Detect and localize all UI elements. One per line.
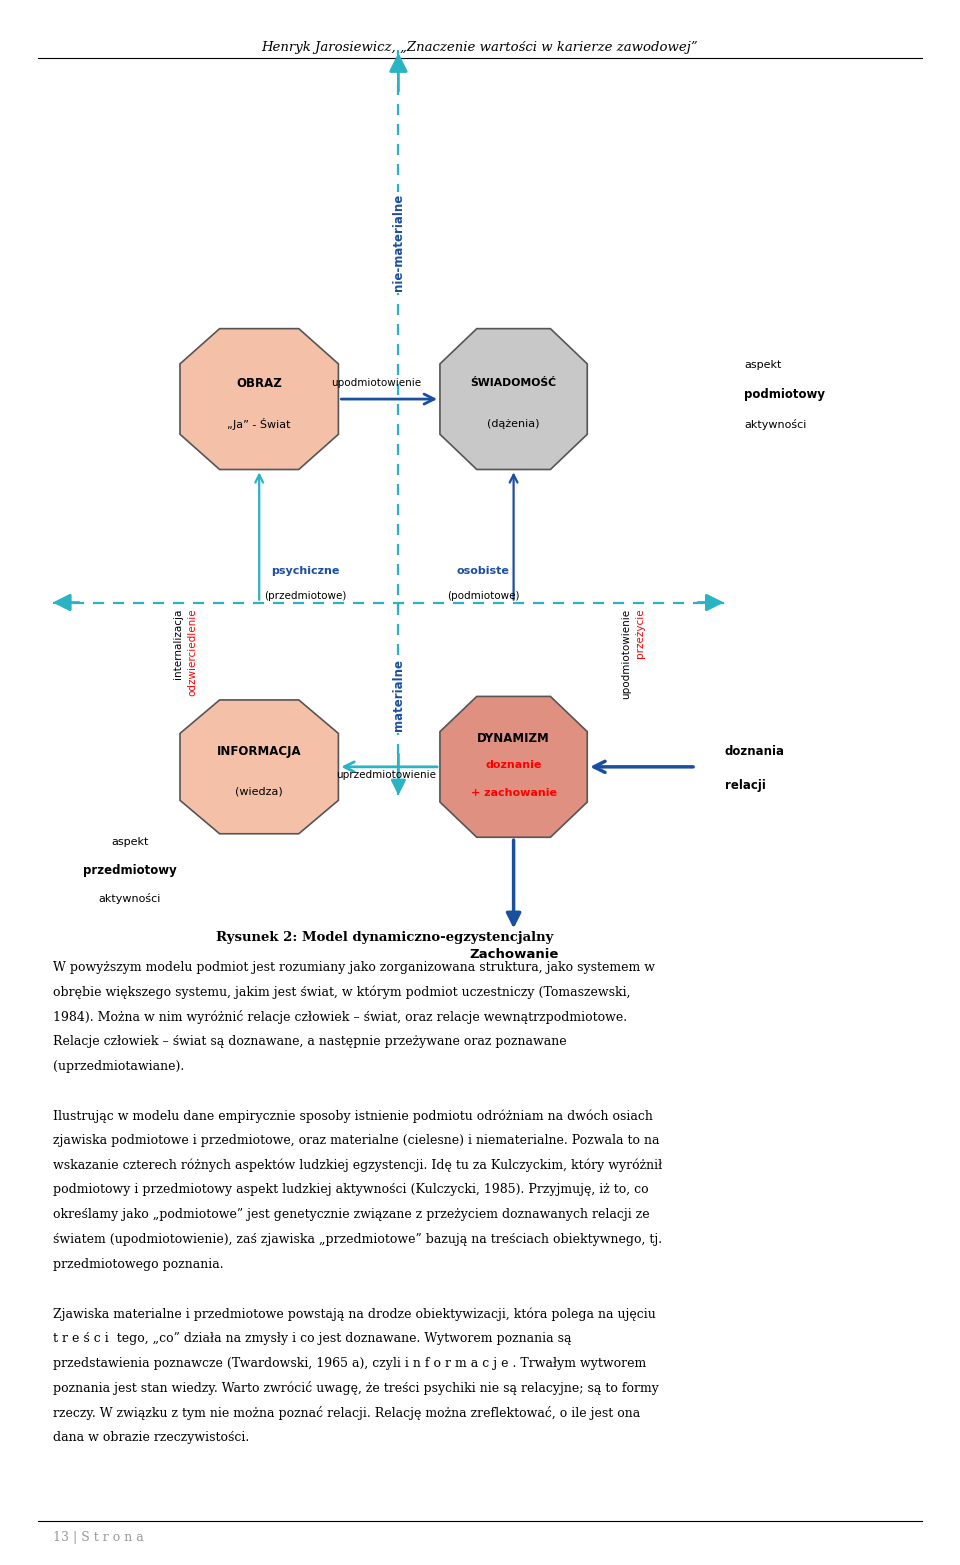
Text: uprzedmiotowienie: uprzedmiotowienie	[336, 770, 437, 779]
Polygon shape	[180, 329, 339, 470]
Text: zjawiska podmiotowe i przedmiotowe, oraz materialne (cielesne) i niematerialne. : zjawiska podmiotowe i przedmiotowe, oraz…	[53, 1135, 660, 1147]
Text: INFORMACJA: INFORMACJA	[217, 745, 301, 757]
Text: odzwierciedlenie: odzwierciedlenie	[187, 609, 197, 696]
Text: Rysunek 2: Model dynamiczno-egzystencjalny: Rysunek 2: Model dynamiczno-egzystencjal…	[216, 931, 553, 944]
Text: aspekt: aspekt	[744, 360, 781, 369]
Text: (przedmiotowe): (przedmiotowe)	[264, 592, 347, 601]
Text: przeżycie: przeżycie	[636, 609, 645, 659]
Text: poznania jest stan wiedzy. Warto zwrócić uwagę, że treści psychiki nie są relacy: poznania jest stan wiedzy. Warto zwrócić…	[53, 1382, 659, 1396]
Text: aspekt: aspekt	[111, 837, 148, 847]
Text: (dążenia): (dążenia)	[488, 419, 540, 429]
Text: + zachowanie: + zachowanie	[470, 789, 557, 798]
Text: Zachowanie: Zachowanie	[468, 948, 559, 961]
Text: światem (upodmiotowienie), zaś zjawiska „przedmiotowe” bazują na treściach obiek: światem (upodmiotowienie), zaś zjawiska …	[53, 1233, 662, 1246]
Text: relacji: relacji	[725, 779, 766, 792]
Text: DYNAMIZM: DYNAMIZM	[477, 732, 550, 745]
Text: ŚWIADOMOŚĆ: ŚWIADOMOŚĆ	[470, 379, 557, 388]
Text: podmiotowy: podmiotowy	[744, 388, 825, 401]
Text: doznanie: doznanie	[486, 761, 541, 770]
Text: materialne: materialne	[392, 659, 405, 731]
Text: aktywności: aktywności	[744, 418, 806, 430]
Text: (uprzedmiotawiane).: (uprzedmiotawiane).	[53, 1060, 184, 1074]
Text: Relacje człowiek – świat są doznawane, a następnie przeżywane oraz poznawane: Relacje człowiek – świat są doznawane, a…	[53, 1034, 566, 1049]
Text: aktywności: aktywności	[99, 892, 160, 905]
Text: przedmiotowy: przedmiotowy	[83, 864, 177, 876]
Text: podmiotowy i przedmiotowy aspekt ludzkiej aktywności (Kulczycki, 1985). Przyjmuj: podmiotowy i przedmiotowy aspekt ludzkie…	[53, 1183, 648, 1197]
Text: przedmiotowego poznania.: przedmiotowego poznania.	[53, 1258, 224, 1271]
Text: OBRAZ: OBRAZ	[236, 377, 282, 390]
Text: 13 | S t r o n a: 13 | S t r o n a	[53, 1531, 144, 1543]
Text: 1984). Można w nim wyróżnić relacje człowiek – świat, oraz relacje wewnątrzpodmi: 1984). Można w nim wyróżnić relacje czło…	[53, 1011, 627, 1025]
Text: (podmiotowe): (podmiotowe)	[446, 592, 519, 601]
Text: określamy jako „podmiotowe” jest genetycznie związane z przeżyciem doznawanych r: określamy jako „podmiotowe” jest genetyc…	[53, 1208, 649, 1221]
Text: doznania: doznania	[725, 745, 784, 757]
Text: internalizacja: internalizacja	[173, 609, 182, 679]
Text: przedstawienia poznawcze (Twardowski, 1965 a), czyli i n f o r m a c j e . Trwał: przedstawienia poznawcze (Twardowski, 19…	[53, 1357, 646, 1369]
Text: (wiedza): (wiedza)	[235, 787, 283, 797]
Text: Zjawiska materialne i przedmiotowe powstają na drodze obiektywizacji, która pole: Zjawiska materialne i przedmiotowe powst…	[53, 1307, 656, 1321]
Text: Ilustrując w modelu dane empirycznie sposoby istnienie podmiotu odróżniam na dwó: Ilustrując w modelu dane empirycznie spo…	[53, 1110, 653, 1122]
Text: psychiczne: psychiczne	[271, 567, 340, 576]
Text: Henryk Jarosiewicz, „Znaczenie wartości w karierze zawodowej”: Henryk Jarosiewicz, „Znaczenie wartości …	[262, 41, 698, 53]
Text: wskazanie czterech różnych aspektów ludzkiej egzystencji. Idę tu za Kulczyckim, : wskazanie czterech różnych aspektów ludz…	[53, 1158, 662, 1172]
Text: dana w obrazie rzeczywistości.: dana w obrazie rzeczywistości.	[53, 1430, 249, 1444]
Text: osobiste: osobiste	[456, 567, 510, 576]
Text: t r e ś c i  tego, „co” działa na zmysły i co jest doznawane. Wytworem poznania : t r e ś c i tego, „co” działa na zmysły …	[53, 1332, 571, 1344]
Text: obrębie większego systemu, jakim jest świat, w którym podmiot uczestniczy (Tomas: obrębie większego systemu, jakim jest św…	[53, 986, 631, 998]
Text: rzeczy. W związku z tym nie można poznać relacji. Relację można zreflektować, o : rzeczy. W związku z tym nie można poznać…	[53, 1405, 640, 1419]
Polygon shape	[180, 700, 339, 834]
Text: upodmiotowienie: upodmiotowienie	[331, 379, 421, 388]
Text: „Ja” - Świat: „Ja” - Świat	[228, 418, 291, 430]
Polygon shape	[440, 696, 588, 837]
Text: nie-materialne: nie-materialne	[392, 194, 405, 291]
Polygon shape	[440, 329, 588, 470]
Text: W powyższym modelu podmiot jest rozumiany jako zorganizowana struktura, jako sys: W powyższym modelu podmiot jest rozumian…	[53, 961, 655, 973]
Text: upodmiotowienie: upodmiotowienie	[621, 609, 631, 700]
